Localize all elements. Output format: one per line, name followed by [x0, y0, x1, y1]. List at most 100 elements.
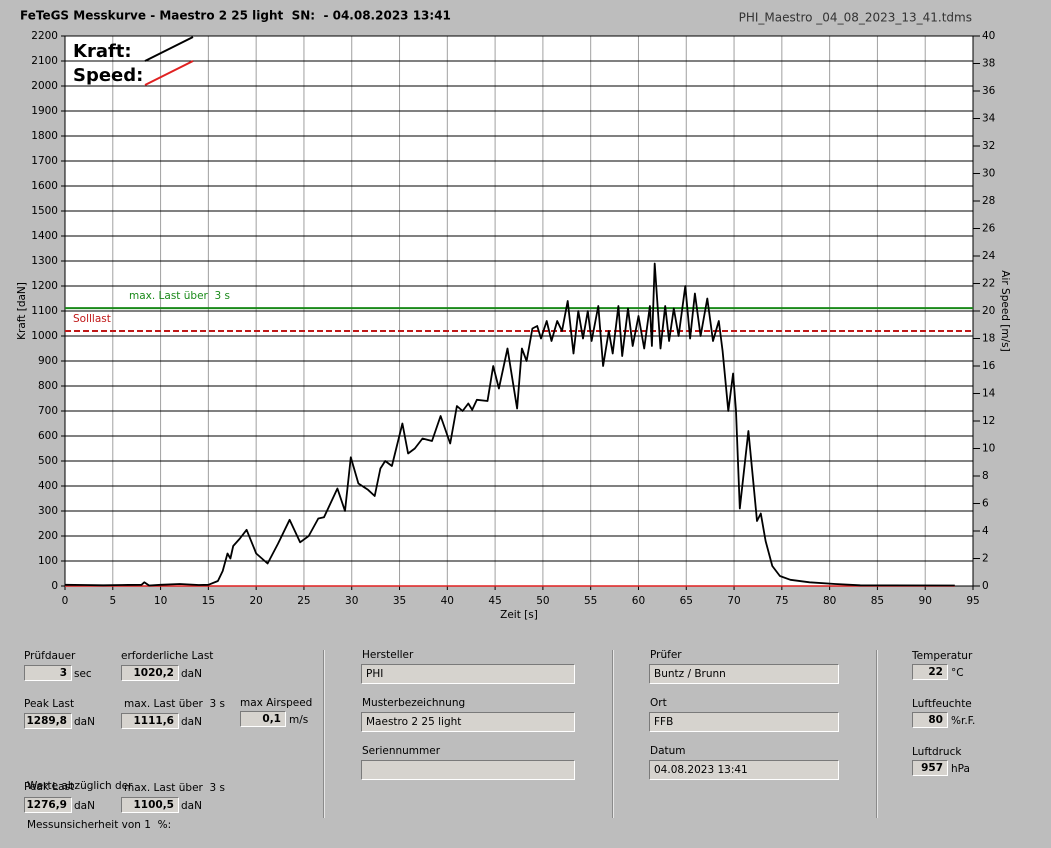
field-value: PHI — [361, 664, 575, 684]
field-label: Prüfdauer — [24, 650, 76, 662]
legend-swatch — [144, 60, 194, 86]
note-line: Werte abzüglich der — [27, 780, 133, 792]
y-tick-label: 1700 — [31, 155, 58, 167]
field-value: 1111,6 — [121, 713, 179, 729]
field-value: FFB — [649, 712, 839, 732]
y-tick-label: 1100 — [31, 305, 58, 317]
x-tick-label: 15 — [202, 595, 215, 607]
y-tick-label: 500 — [38, 455, 58, 467]
field-value: 3 — [24, 665, 72, 681]
x-tick-label: 70 — [727, 595, 740, 607]
x-tick-label: 65 — [680, 595, 693, 607]
y2-tick-label: 8 — [982, 470, 989, 482]
y2-tick-label: 34 — [982, 113, 996, 125]
x-tick-label: 30 — [345, 595, 358, 607]
y-tick-label: 600 — [38, 430, 58, 442]
field-label: Ort — [650, 697, 667, 709]
y2-tick-label: 36 — [982, 85, 996, 97]
field-label: max. Last über 3 s — [124, 698, 226, 710]
note: Werte abzüglich der Messunsicherheit von… — [27, 754, 171, 845]
field-unit: °C — [951, 667, 964, 679]
reference-label: max. Last über 3 s — [129, 290, 230, 302]
field-label: Luftdruck — [912, 746, 962, 758]
y2-tick-label: 24 — [982, 250, 996, 262]
field-unit: daN — [181, 668, 202, 680]
field-label: max Airspeed — [240, 697, 313, 709]
y2-tick-label: 16 — [982, 360, 996, 372]
y2-tick-label: 20 — [982, 305, 995, 317]
y2-tick-label: 6 — [982, 498, 989, 510]
x-tick-label: 55 — [584, 595, 597, 607]
separator — [876, 650, 878, 818]
separator — [612, 650, 614, 818]
y-axis-label: Kraft [daN] — [16, 282, 28, 340]
separator — [323, 650, 325, 818]
chart: FeTeGS Messkurve - Maestro 2 25 light SN… — [16, 9, 1011, 622]
y-tick-label: 400 — [38, 480, 58, 492]
x-tick-label: 20 — [249, 595, 262, 607]
field-value: 1276,9 — [24, 797, 72, 813]
field-value: 80 — [912, 712, 948, 728]
field-unit: daN — [181, 800, 202, 812]
x-tick-label: 90 — [919, 595, 932, 607]
field-label: Musterbezeichnung — [362, 697, 466, 709]
field-value: Buntz / Brunn — [649, 664, 839, 684]
x-tick-label: 10 — [154, 595, 167, 607]
field-unit: hPa — [951, 763, 970, 775]
y-tick-label: 1800 — [31, 130, 58, 142]
x-tick-label: 25 — [297, 595, 310, 607]
y2-tick-label: 32 — [982, 140, 995, 152]
field-label: Datum — [650, 745, 686, 757]
field-value: 22 — [912, 664, 948, 680]
y2-tick-label: 18 — [982, 333, 995, 345]
field-unit: daN — [181, 716, 202, 728]
field-label: Peak Last — [24, 781, 75, 793]
field-value: 0,1 — [240, 711, 286, 727]
field-label: erforderliche Last — [121, 650, 214, 662]
x-axis-label: Zeit [s] — [500, 609, 538, 621]
field-label: Seriennummer — [362, 745, 441, 757]
field-value: Maestro 2 25 light — [361, 712, 575, 732]
y2-tick-label: 0 — [982, 580, 989, 592]
y2-tick-label: 28 — [982, 195, 995, 207]
y2-tick-label: 12 — [982, 415, 995, 427]
field-value — [361, 760, 575, 780]
field-label: Temperatur — [912, 650, 973, 662]
field-value: 957 — [912, 760, 948, 776]
y-tick-label: 1600 — [31, 180, 58, 192]
y2-tick-label: 26 — [982, 223, 996, 235]
y-tick-label: 800 — [38, 380, 58, 392]
reference-label: Solllast — [73, 313, 111, 325]
field-value: 1020,2 — [121, 665, 179, 681]
y-tick-label: 1300 — [31, 255, 58, 267]
y-tick-label: 300 — [38, 505, 58, 517]
y2-tick-label: 22 — [982, 278, 995, 290]
x-tick-label: 80 — [823, 595, 836, 607]
field-value: 1100,5 — [121, 797, 179, 813]
y-tick-label: 1200 — [31, 280, 58, 292]
y2-tick-label: 4 — [982, 525, 989, 537]
x-tick-label: 45 — [488, 595, 501, 607]
y-tick-label: 1900 — [31, 105, 58, 117]
x-tick-label: 60 — [632, 595, 645, 607]
field-label: Luftfeuchte — [912, 698, 972, 710]
field-unit: sec — [74, 668, 92, 680]
x-tick-label: 85 — [871, 595, 884, 607]
x-tick-label: 50 — [536, 595, 549, 607]
y2-tick-label: 14 — [982, 388, 996, 400]
field-unit: daN — [74, 716, 95, 728]
y2-tick-label: 2 — [982, 553, 989, 565]
y-tick-label: 100 — [38, 555, 58, 567]
field-label: Hersteller — [362, 649, 414, 661]
y2-tick-label: 10 — [982, 443, 995, 455]
x-tick-label: 0 — [62, 595, 69, 607]
y-tick-label: 2000 — [31, 80, 58, 92]
field-value: 1289,8 — [24, 713, 72, 729]
y-tick-label: 1500 — [31, 205, 58, 217]
legend-label: Speed: — [73, 65, 143, 86]
field-label: Peak Last — [24, 698, 75, 710]
series-line — [64, 262, 955, 587]
y-tick-label: 0 — [51, 580, 58, 592]
y2-tick-label: 30 — [982, 168, 995, 180]
